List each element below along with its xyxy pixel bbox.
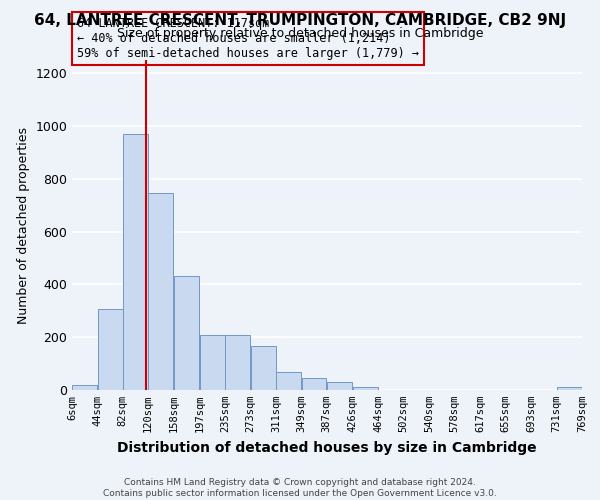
Text: Contains HM Land Registry data © Crown copyright and database right 2024.
Contai: Contains HM Land Registry data © Crown c… [103, 478, 497, 498]
Text: 64 LANTREE CRESCENT: 117sqm
← 40% of detached houses are smaller (1,214)
59% of : 64 LANTREE CRESCENT: 117sqm ← 40% of det… [77, 17, 419, 60]
Bar [251, 346, 275, 390]
Bar [353, 388, 378, 390]
Bar [98, 310, 122, 390]
Y-axis label: Number of detached properties: Number of detached properties [17, 126, 30, 324]
Bar [148, 194, 173, 390]
Text: Size of property relative to detached houses in Cambridge: Size of property relative to detached ho… [117, 28, 483, 40]
Bar [276, 372, 301, 390]
Bar [327, 382, 352, 390]
Bar [200, 334, 225, 390]
Bar [302, 378, 326, 390]
Bar [174, 276, 199, 390]
Bar [72, 384, 97, 390]
Text: 64, LANTREE CRESCENT, TRUMPINGTON, CAMBRIDGE, CB2 9NJ: 64, LANTREE CRESCENT, TRUMPINGTON, CAMBR… [34, 12, 566, 28]
Bar [123, 134, 148, 390]
Bar [226, 334, 250, 390]
Bar [557, 388, 582, 390]
X-axis label: Distribution of detached houses by size in Cambridge: Distribution of detached houses by size … [117, 440, 537, 454]
